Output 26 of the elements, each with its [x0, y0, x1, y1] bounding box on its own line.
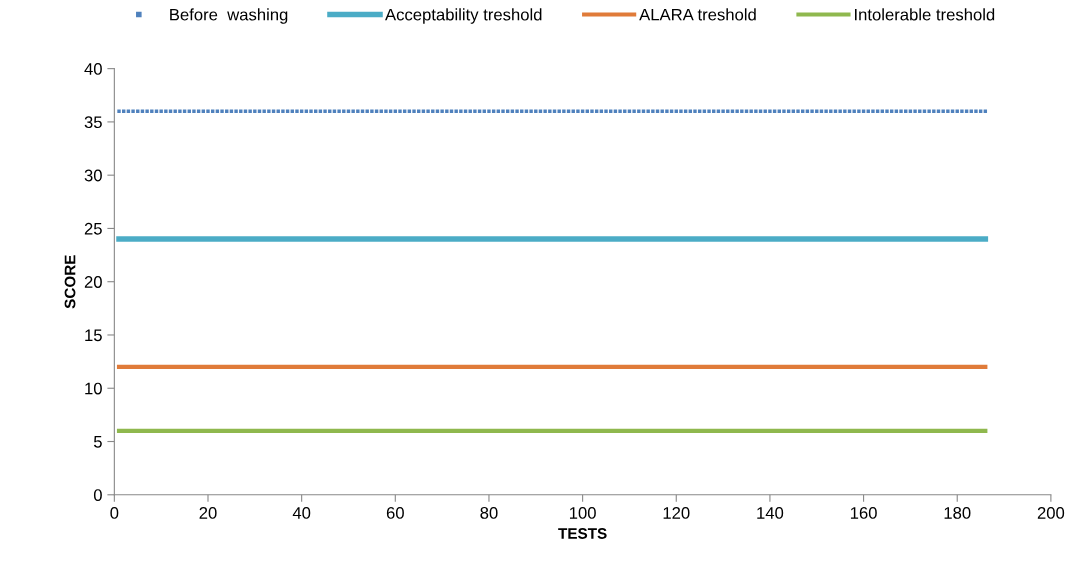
- y-tick-label: 40: [84, 63, 102, 75]
- x-tick-label: 160: [850, 507, 877, 519]
- y-tick-label: 10: [85, 382, 102, 395]
- x-tick-label: 80: [480, 507, 498, 519]
- y-tick-label: 0: [93, 489, 102, 501]
- x-tick-label: 100: [569, 507, 596, 519]
- x-tick-label: 140: [757, 507, 784, 519]
- y-tick-label: 35: [84, 116, 102, 129]
- legend-label: Intolerable treshold: [855, 8, 995, 21]
- x-tick-label: 180: [944, 507, 971, 519]
- y-tick-label: 20: [84, 276, 102, 288]
- legend-label: Acceptability treshold: [385, 8, 542, 24]
- y-tick-label: 30: [84, 169, 102, 182]
- x-axis-title: TESTS: [558, 528, 607, 539]
- y-tick-label: 25: [84, 222, 102, 235]
- y-axis-title: SCORE: [64, 255, 76, 309]
- x-tick-label: 120: [663, 507, 690, 519]
- y-tick-label: 15: [85, 329, 102, 342]
- x-tick-label: 0: [110, 507, 119, 519]
- x-tick-label: 60: [386, 507, 404, 519]
- y-tick-label: 5: [93, 436, 102, 448]
- legend-label: Before washing: [170, 8, 288, 24]
- x-tick-label: 200: [1037, 507, 1065, 519]
- x-tick-label: 20: [199, 507, 217, 519]
- x-tick-label: 40: [292, 507, 311, 519]
- legend-label: ALARA treshold: [639, 8, 756, 21]
